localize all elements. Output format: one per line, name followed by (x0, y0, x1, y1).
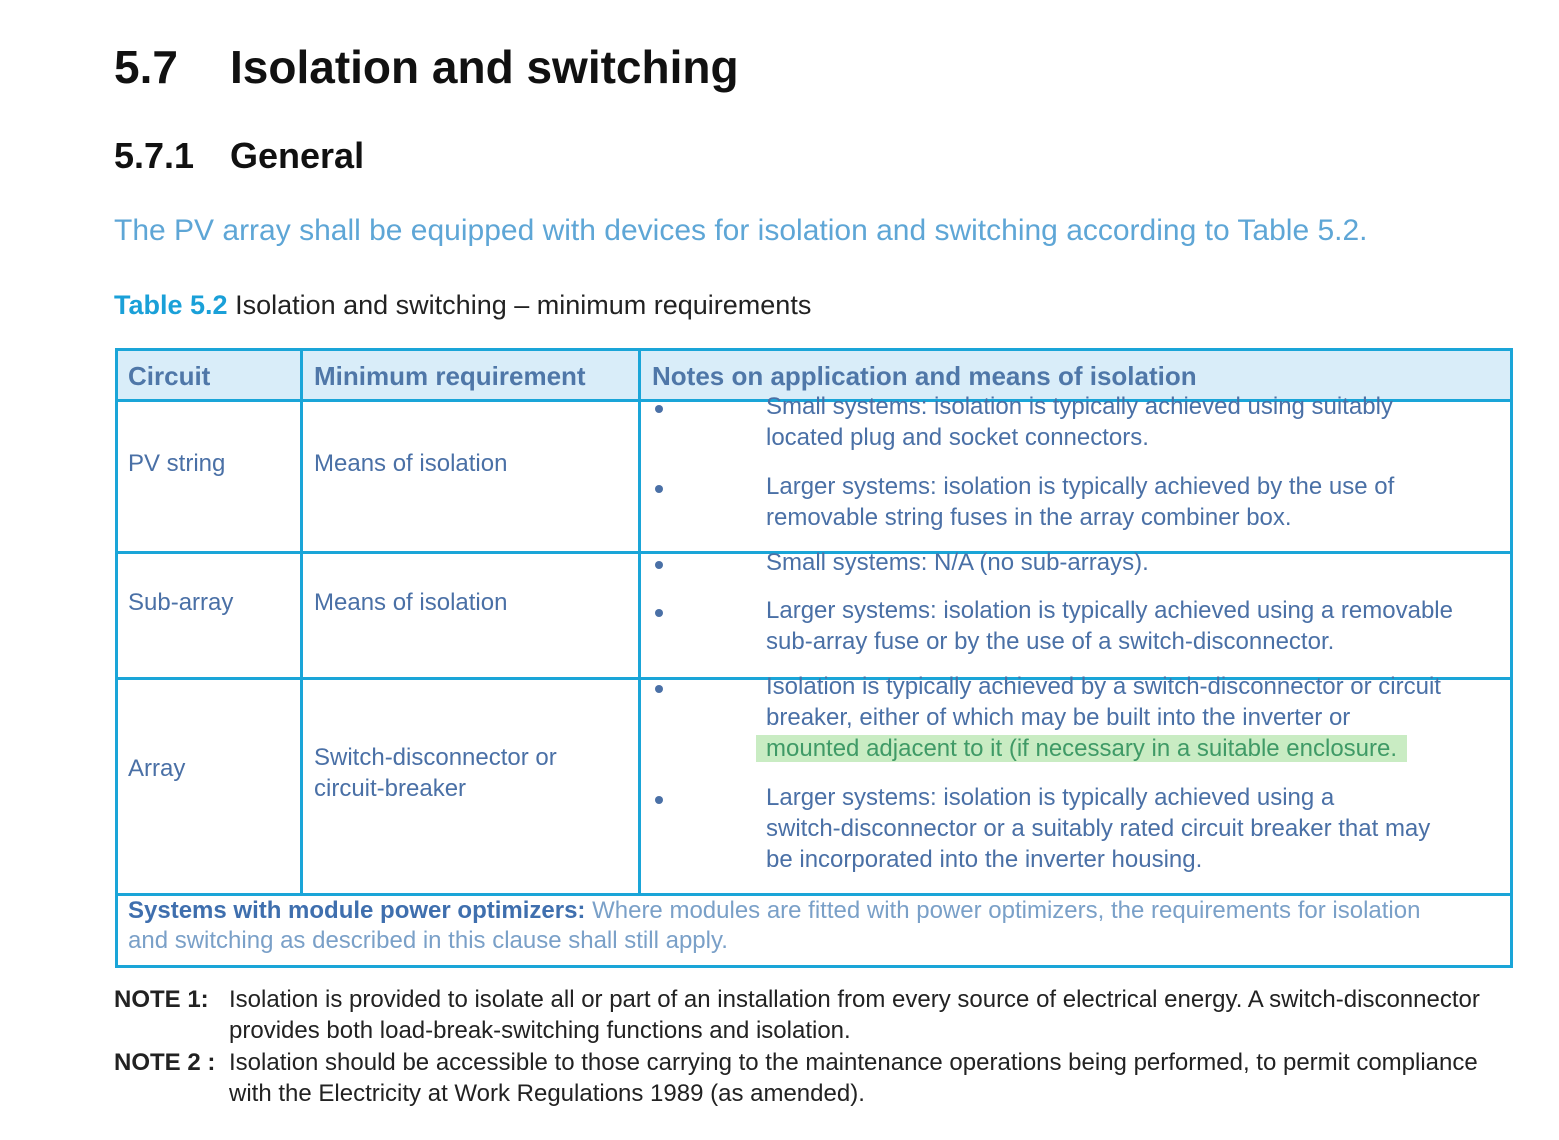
row-divider (118, 551, 1510, 554)
note-bullet: Larger systems: isolation is typically a… (766, 782, 1430, 875)
note-bullet: Isolation is typically achieved by a swi… (756, 671, 1441, 764)
note-bullet: Small systems: isolation is typically ac… (766, 391, 1393, 453)
note-line: Larger systems: isolation is typically a… (766, 597, 1453, 624)
footer-bold: Systems with module power optimizers: (128, 897, 586, 924)
note-bullet: Small systems: N/A (no sub-arrays). (766, 547, 1149, 578)
caption-label: Table 5.2 (114, 290, 228, 320)
note-text: Isolation is provided to isolate all or … (229, 986, 1480, 1013)
bullet-icon (655, 685, 663, 693)
note-line: Small systems: isolation is typically ac… (766, 393, 1393, 420)
bullet-icon (655, 405, 663, 413)
note-text: with the Electricity at Work Regulations… (229, 1080, 865, 1107)
note-bullet: Larger systems: isolation is typically a… (766, 471, 1394, 533)
header-notes: Notes on application and means of isolat… (652, 361, 1197, 391)
row-divider (118, 893, 1510, 896)
note-line: mounted adjacent to it (if necessary in … (756, 733, 1441, 764)
note-2: NOTE 2 : Isolation should be accessible t… (114, 1047, 1478, 1109)
column-divider (638, 351, 641, 893)
bullet-icon (655, 609, 663, 617)
circuit-cell: Sub-array (128, 589, 234, 616)
note-line: Small systems: N/A (no sub-arrays). (766, 549, 1149, 576)
bullet-icon (655, 796, 663, 804)
note-1: NOTE 1: Isolation is provided to isolate … (114, 984, 1480, 1046)
table-caption: Table 5.2 Isolation and switching – mini… (114, 290, 811, 321)
subsection-title: General (230, 135, 365, 176)
bullet-icon (655, 485, 663, 493)
highlighted-text: mounted adjacent to it (if necessary in … (756, 735, 1408, 762)
requirement-line: circuit-breaker (314, 775, 467, 802)
circuit-cell: Array (128, 755, 186, 782)
note-line: Larger systems: isolation is typically a… (766, 784, 1335, 811)
footer-line2: and switching as described in this claus… (128, 927, 728, 954)
header-requirement: Minimum requirement (314, 361, 586, 391)
circuit-cell: PV string (128, 450, 226, 477)
requirement-line: Means of isolation (314, 450, 508, 477)
intro-paragraph: The PV array shall be equipped with devi… (114, 214, 1368, 247)
table-footer: Systems with module power optimizers: Wh… (128, 896, 1420, 956)
requirement-cell: Switch-disconnector or circuit-breaker (314, 742, 557, 804)
requirement-line: Switch-disconnector or (314, 744, 557, 771)
bullet-icon (655, 561, 663, 569)
note-label: NOTE 2 : (114, 1049, 216, 1076)
note-line: Isolation is typically achieved by a swi… (766, 673, 1441, 700)
note-line: switch-disconnector or a suitably rated … (766, 815, 1431, 842)
note-line: sub-array fuse or by the use of a switch… (766, 628, 1335, 655)
footer-line1: Where modules are fitted with power opti… (585, 897, 1421, 924)
caption-text: Isolation and switching – minimum requir… (227, 290, 812, 320)
header-circuit: Circuit (128, 361, 211, 391)
row-divider (118, 677, 1510, 680)
section-number: 5.7 (114, 41, 178, 93)
column-divider (300, 351, 303, 893)
note-label: NOTE 1: (114, 986, 209, 1013)
note-bullet: Larger systems: isolation is typically a… (766, 595, 1453, 657)
section-title: Isolation and switching (230, 41, 739, 93)
requirement-cell: Means of isolation (314, 587, 507, 618)
subsection-number: 5.7.1 (114, 135, 195, 176)
requirement-cell: Means of isolation (314, 448, 507, 479)
note-line: removable string fuses in the array comb… (766, 504, 1292, 531)
table-header: Circuit Minimum requirement Notes on app… (118, 351, 1510, 402)
note-line: be incorporated into the inverter housin… (766, 846, 1203, 873)
note-text: provides both load-break-switching funct… (229, 1017, 851, 1044)
requirements-table: Circuit Minimum requirement Notes on app… (115, 348, 1513, 968)
requirement-line: Means of isolation (314, 589, 508, 616)
note-line: located plug and socket connectors. (766, 424, 1149, 451)
note-text: Isolation should be accessible to those … (229, 1049, 1478, 1076)
note-line: Larger systems: isolation is typically a… (766, 473, 1395, 500)
note-line: breaker, either of which may be built in… (766, 704, 1351, 731)
